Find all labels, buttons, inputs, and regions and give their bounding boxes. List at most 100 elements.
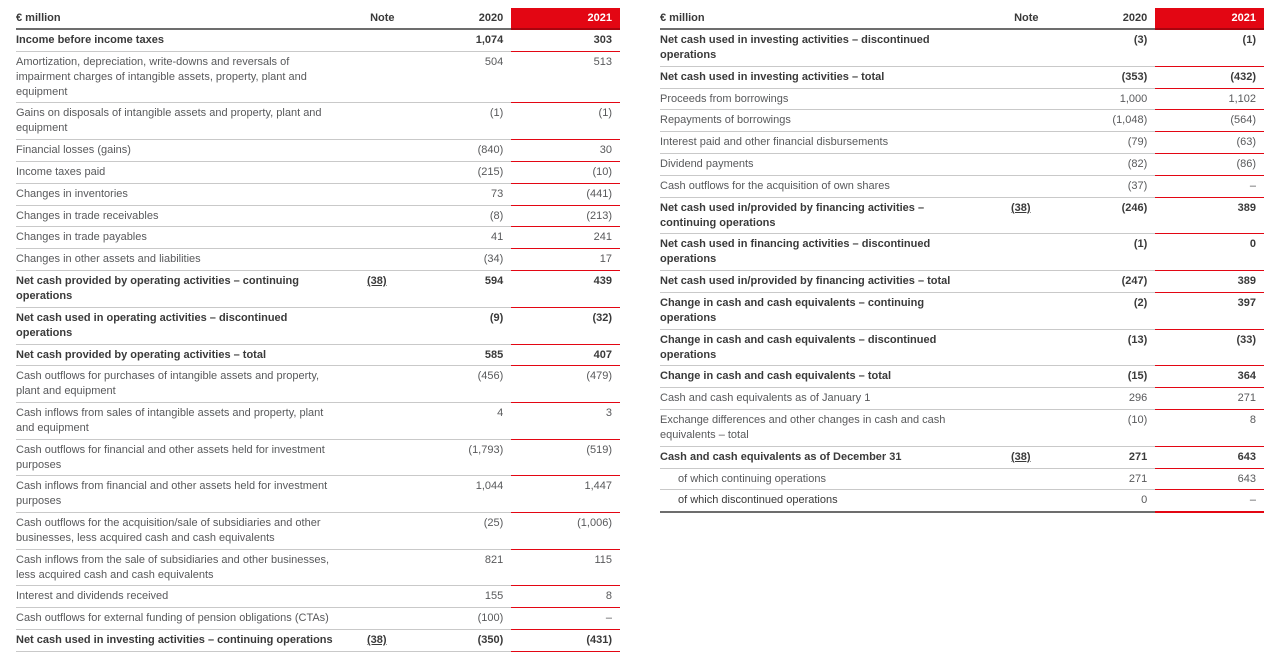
row-note (348, 249, 402, 271)
row-value-y1: 41 (403, 227, 512, 249)
row-value-y2: (63) (1155, 132, 1264, 154)
row-note (992, 154, 1046, 176)
row-label: Cash and cash equivalents as of December… (660, 446, 992, 468)
header-unit: € million (660, 8, 992, 29)
row-label: Net cash used in/provided by financing a… (660, 271, 992, 293)
table-row: Proceeds from borrowings1,0001,102 (660, 88, 1264, 110)
table-row: Cash inflows from sales of intangible as… (16, 403, 620, 440)
row-note (348, 183, 402, 205)
row-value-y1: (1) (1047, 234, 1156, 271)
table-row: Interest and dividends received1558 (16, 586, 620, 608)
row-label: Net cash used in operating activities – … (16, 307, 348, 344)
row-note (992, 329, 1046, 366)
row-label: Income taxes paid (16, 161, 348, 183)
row-value-y2: 17 (511, 249, 620, 271)
row-value-y2: (33) (1155, 329, 1264, 366)
row-value-y2: (432) (1155, 66, 1264, 88)
row-label: Exchange differences and other changes i… (660, 410, 992, 447)
row-value-y1: (9) (403, 307, 512, 344)
header-note: Note (992, 8, 1046, 29)
row-label: Cash outflows for financial and other as… (16, 439, 348, 476)
table-row: Cash outflows for the acquisition of own… (660, 175, 1264, 197)
row-label: Cash inflows from financial and other as… (16, 476, 348, 513)
row-label: Cash outflows for purchases of intangibl… (16, 366, 348, 403)
row-label: of which continuing operations (660, 468, 992, 490)
row-label: Interest paid and other financial disbur… (660, 132, 992, 154)
row-label: Net cash provided by operating activitie… (16, 344, 348, 366)
header-year-1: 2020 (403, 8, 512, 29)
row-value-y1: (15) (1047, 366, 1156, 388)
row-note: (38) (992, 446, 1046, 468)
row-label: Net cash used in/provided by financing a… (660, 197, 992, 234)
row-value-y1: 1,000 (1047, 88, 1156, 110)
row-value-y2: (441) (511, 183, 620, 205)
row-note (348, 227, 402, 249)
row-label: Change in cash and cash equivalents – to… (660, 366, 992, 388)
row-note (348, 205, 402, 227)
row-note (348, 476, 402, 513)
row-value-y2: 1,447 (511, 476, 620, 513)
row-note (992, 388, 1046, 410)
row-value-y2: 271 (1155, 388, 1264, 410)
row-value-y1: (2) (1047, 292, 1156, 329)
header-year-1: 2020 (1047, 8, 1156, 29)
table-row: Cash inflows from financial and other as… (16, 476, 620, 513)
row-note (348, 344, 402, 366)
row-label: Net cash used in investing activities – … (660, 29, 992, 66)
table-row: Net cash used in investing activities – … (660, 66, 1264, 88)
table-row: Changes in trade receivables(8)(213) (16, 205, 620, 227)
row-note (992, 366, 1046, 388)
table-row: Changes in trade payables41241 (16, 227, 620, 249)
table-row: Amortization, depreciation, write-downs … (16, 51, 620, 103)
table-row: Cash outflows for the acquisition/sale o… (16, 513, 620, 550)
header-year-2: 2021 (511, 8, 620, 29)
table-row: of which continuing operations271643 (660, 468, 1264, 490)
table-row: Cash inflows from the sale of subsidiari… (16, 549, 620, 586)
table-row: Interest paid and other financial disbur… (660, 132, 1264, 154)
row-value-y1: (353) (1047, 66, 1156, 88)
row-label: Repayments of borrowings (660, 110, 992, 132)
row-value-y2: 241 (511, 227, 620, 249)
row-note (348, 439, 402, 476)
row-label: Income before income taxes (16, 29, 348, 51)
row-value-y1: (25) (403, 513, 512, 550)
header-unit: € million (16, 8, 348, 29)
row-value-y2: 643 (1155, 446, 1264, 468)
row-label: Cash inflows from the sale of subsidiari… (16, 549, 348, 586)
table-row: Cash outflows for financial and other as… (16, 439, 620, 476)
row-note (348, 513, 402, 550)
row-label: Cash outflows for the acquisition/sale o… (16, 513, 348, 550)
row-value-y2: (213) (511, 205, 620, 227)
row-note (992, 490, 1046, 512)
row-note (348, 608, 402, 630)
header-note: Note (348, 8, 402, 29)
row-value-y2: 303 (511, 29, 620, 51)
row-label: Changes in inventories (16, 183, 348, 205)
row-note (992, 88, 1046, 110)
row-value-y1: (350) (403, 630, 512, 652)
table-row: Exchange differences and other changes i… (660, 410, 1264, 447)
row-value-y1: 155 (403, 586, 512, 608)
row-value-y1: (34) (403, 249, 512, 271)
cashflow-table-right: € million Note 2020 2021 Net cash used i… (660, 8, 1264, 513)
row-value-y2: 0 (1155, 234, 1264, 271)
row-value-y2: 30 (511, 140, 620, 162)
cashflow-table-left: € million Note 2020 2021 Income before i… (16, 8, 620, 652)
row-value-y1: (82) (1047, 154, 1156, 176)
table-row: Changes in other assets and liabilities(… (16, 249, 620, 271)
table-row: Cash outflows for purchases of intangibl… (16, 366, 620, 403)
row-value-y1: (37) (1047, 175, 1156, 197)
row-value-y2: (1,006) (511, 513, 620, 550)
row-value-y2: 439 (511, 271, 620, 308)
row-note: (38) (348, 630, 402, 652)
row-value-y1: (100) (403, 608, 512, 630)
row-label: Dividend payments (660, 154, 992, 176)
row-value-y1: (8) (403, 205, 512, 227)
row-label: Financial losses (gains) (16, 140, 348, 162)
row-value-y2: 8 (511, 586, 620, 608)
row-label: Cash inflows from sales of intangible as… (16, 403, 348, 440)
row-label: Change in cash and cash equivalents – di… (660, 329, 992, 366)
row-value-y2: 8 (1155, 410, 1264, 447)
row-value-y2: (519) (511, 439, 620, 476)
row-note: (38) (992, 197, 1046, 234)
